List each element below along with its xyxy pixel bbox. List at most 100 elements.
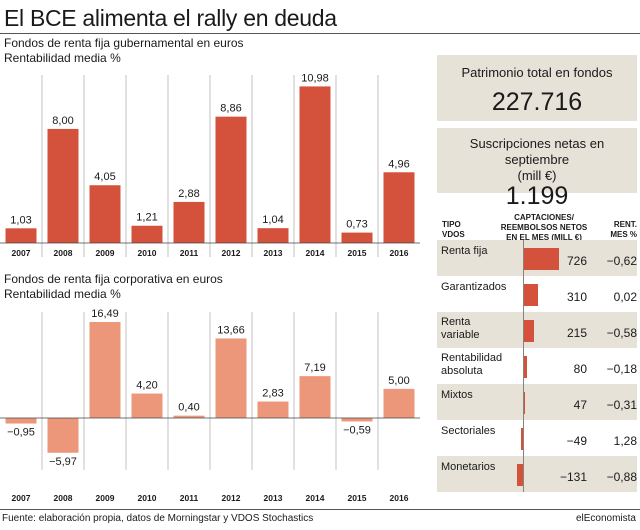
footer-rule <box>0 509 640 510</box>
bar-2008 <box>47 418 79 453</box>
row-label: Garantizados <box>441 281 507 293</box>
tick-label-2013: 2013 <box>264 248 283 258</box>
row-background <box>437 312 637 348</box>
bar-2014 <box>299 86 331 243</box>
bar-2007 <box>5 418 37 424</box>
bar-2010 <box>131 393 163 418</box>
value-label-2009: 16,49 <box>91 308 119 320</box>
brand: elEconomista <box>575 513 636 524</box>
flow-value: 310 <box>566 290 587 304</box>
flow-value: 726 <box>566 254 587 268</box>
headline: El BCE alimenta el rally en deuda <box>4 5 337 31</box>
tick-label-2015: 2015 <box>348 248 367 258</box>
flow-value: −131 <box>559 470 587 484</box>
row-label: Renta fija <box>441 245 488 257</box>
patrimonio-label: Patrimonio total en fondos <box>461 65 613 80</box>
rentabilidad-value: −0,31 <box>606 398 637 412</box>
bar-2012 <box>215 338 247 418</box>
tick-label-2012: 2012 <box>222 493 241 503</box>
table-row: Mixtos 47 −0,31 <box>437 384 637 420</box>
flow-bar <box>523 392 526 414</box>
value-label-2011: 2,88 <box>178 188 199 200</box>
chart1-subtitle: Rentabilidad media % <box>4 51 121 65</box>
value-label-2011: 0,40 <box>178 402 199 414</box>
row-background <box>437 420 637 456</box>
row-label: Sectoriales <box>441 425 496 437</box>
rentabilidad-value: −0,18 <box>606 362 637 376</box>
bar-2010 <box>131 225 163 243</box>
flow-value: 47 <box>573 398 587 412</box>
bar-2014 <box>299 376 331 418</box>
flow-value: −49 <box>566 434 587 448</box>
row-label: Renta variable <box>441 316 480 341</box>
bar-2011 <box>173 201 205 243</box>
table-row: Renta fija 726 −0,62 <box>437 240 637 276</box>
flow-bar <box>523 356 527 378</box>
header-captaciones: CAPTACIONES/ REEMBOLSOS NETOS EN EL MES … <box>500 213 588 242</box>
value-label-2016: 4,96 <box>388 158 409 170</box>
row-label: Monetarios <box>441 461 496 473</box>
flow-bar <box>523 320 534 342</box>
flow-value: 80 <box>573 362 587 376</box>
value-label-2008: 8,00 <box>52 115 73 127</box>
row-background <box>437 348 637 384</box>
suscripciones-value: 1.199 <box>505 182 569 210</box>
tick-label-2010: 2010 <box>138 493 157 503</box>
table-row: Monetarios −131 −0,88 <box>437 456 637 492</box>
bar-2015 <box>341 418 373 422</box>
value-label-2009: 4,05 <box>94 171 115 183</box>
tick-label-2008: 2008 <box>54 248 73 258</box>
bar-2016 <box>383 172 415 243</box>
table-row: Renta variable 215 −0,58 <box>437 312 637 348</box>
flow-bar <box>523 284 539 306</box>
patrimonio-panel: Patrimonio total en fondos 227.716 <box>437 55 637 121</box>
value-label-2012: 8,86 <box>220 103 241 115</box>
bar-2008 <box>47 128 79 243</box>
flow-bar <box>520 428 523 450</box>
flow-bar <box>523 248 559 270</box>
value-label-2010: 1,21 <box>136 212 157 224</box>
bar-2013 <box>257 228 289 243</box>
flow-bar <box>516 464 523 486</box>
row-label: Mixtos <box>441 389 473 401</box>
row-background <box>437 456 637 492</box>
table-row: Rentabilidad absoluta 80 −0,18 <box>437 348 637 384</box>
chart2-title: Fondos de renta fija corporativa en euro… <box>4 272 223 286</box>
bar-2007 <box>5 228 37 243</box>
suscripciones-panel: Suscripciones netas en septiembre (mill … <box>437 128 637 209</box>
flow-value: 215 <box>566 326 587 340</box>
rentabilidad-value: −0,58 <box>606 326 637 340</box>
bar-2013 <box>257 401 289 418</box>
suscripciones-label: Suscripciones netas en septiembre <box>469 136 605 167</box>
suscripciones-unit: (mill €) <box>517 168 557 183</box>
rentabilidad-value: 1,28 <box>613 434 637 448</box>
bar-2011 <box>173 415 205 418</box>
tick-label-2015: 2015 <box>348 493 367 503</box>
tick-label-2008: 2008 <box>54 493 73 503</box>
tick-label-2016: 2016 <box>390 493 409 503</box>
tick-label-2016: 2016 <box>390 248 409 258</box>
chart1-title: Fondos de renta fija gubernamental en eu… <box>4 36 244 50</box>
bar-2009 <box>89 185 121 243</box>
tick-label-2009: 2009 <box>96 248 115 258</box>
value-label-2014: 10,98 <box>301 72 329 84</box>
rentabilidad-value: 0,02 <box>613 290 637 304</box>
value-label-2016: 5,00 <box>388 375 409 387</box>
corporativa-bar-chart: −0,95 2007 −5,97 2008 16,49 2009 4,20 2010 0,40 2… <box>0 308 420 503</box>
rentabilidad-value: −0,62 <box>606 254 637 268</box>
tick-label-2014: 2014 <box>306 493 325 503</box>
fund-type-table: TIPO VDOS CAPTACIONES/ REEMBOLSOS NETOS … <box>437 213 637 493</box>
chart2-subtitle: Rentabilidad media % <box>4 287 121 301</box>
tick-label-2011: 2011 <box>180 248 199 258</box>
header-rent: RENT. MES % <box>610 220 637 239</box>
value-label-2015: −0,59 <box>343 424 371 436</box>
value-label-2010: 4,20 <box>136 380 157 392</box>
tick-label-2010: 2010 <box>138 248 157 258</box>
value-label-2007: 1,03 <box>10 214 31 226</box>
table-rows: Renta fija 726 −0,62 Garantizados 310 0,02 Ren… <box>437 240 637 492</box>
value-label-2015: 0,73 <box>346 219 367 231</box>
bar-2012 <box>215 116 247 243</box>
value-label-2013: 1,04 <box>262 214 283 226</box>
rentabilidad-value: −0,88 <box>606 470 637 484</box>
value-label-2013: 2,83 <box>262 388 283 400</box>
